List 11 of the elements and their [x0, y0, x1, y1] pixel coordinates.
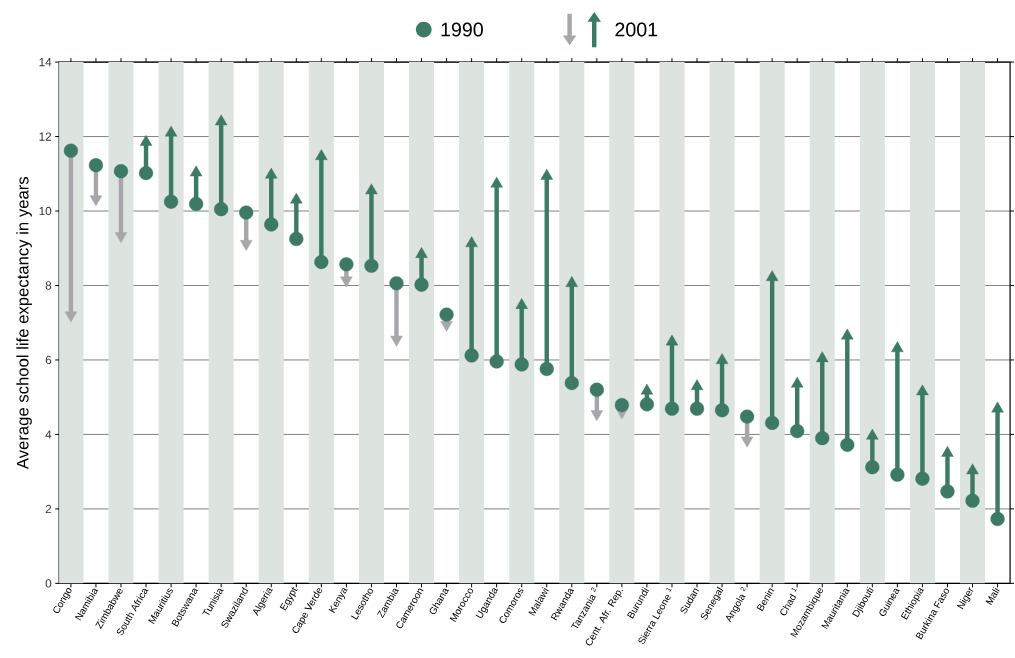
y-axis-title: Average school life expectancy in years — [16, 176, 32, 469]
y-tick-label: 6 — [45, 355, 52, 364]
y-tick-label: 2 — [45, 504, 52, 513]
y-tick-label: 8 — [45, 281, 52, 290]
y-tick-label: 4 — [45, 430, 52, 439]
legend-label: 1990 — [441, 22, 483, 37]
y-tick-label: 10 — [39, 206, 52, 216]
y-tick-label: 0 — [45, 579, 52, 588]
legend-label: 2001 — [615, 22, 658, 37]
y-tick-label: 14 — [39, 57, 52, 66]
y-tick-label: 12 — [39, 132, 52, 141]
